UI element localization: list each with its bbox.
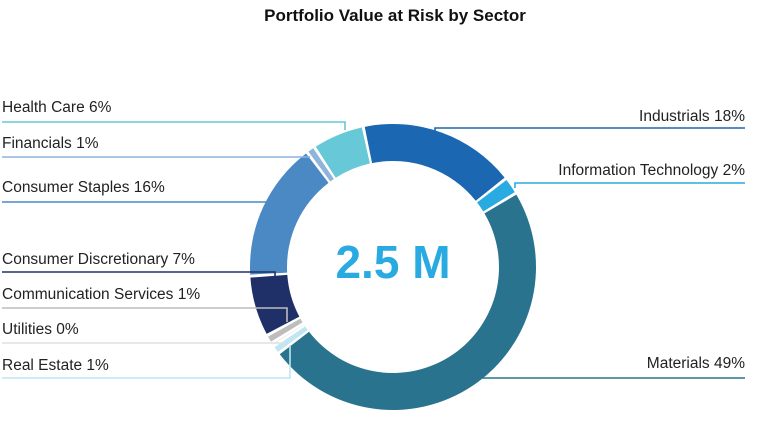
label-materials: Materials 49% (647, 355, 745, 372)
label-health-care: Health Care 6% (2, 99, 112, 116)
leader-line-real-estate (2, 345, 291, 379)
slice-industrials (364, 124, 505, 201)
label-real-estate: Real Estate 1% (2, 357, 109, 374)
slice-information-technology (477, 179, 515, 212)
chart-title: Portfolio Value at Risk by Sector (264, 6, 526, 25)
label-consumer-discretionary: Consumer Discretionary 7% (2, 251, 195, 268)
leader-line-health-care (2, 121, 346, 130)
label-industrials: Industrials 18% (639, 108, 745, 125)
label-financials: Financials 1% (2, 135, 99, 152)
center-total-label: 2.5 M (335, 236, 450, 288)
label-communication-services: Communication Services 1% (2, 286, 200, 303)
slice-materials (279, 194, 537, 411)
leader-line-consumer-discretionary (2, 271, 276, 278)
slice-consumer-staples (249, 153, 329, 275)
label-information-technology: Information Technology 2% (558, 162, 745, 179)
slice-communication-services (268, 318, 303, 342)
leader-line-information-technology (514, 182, 745, 188)
slice-health-care (315, 127, 370, 178)
leader-line-communication-services (2, 307, 288, 322)
slice-financials (308, 148, 334, 182)
label-consumer-staples: Consumer Staples 16% (2, 179, 165, 196)
label-utilities: Utilities 0% (2, 321, 79, 338)
slice-real-estate (274, 326, 308, 352)
leader-line-industrials (434, 127, 745, 133)
slice-utilities (272, 324, 304, 345)
